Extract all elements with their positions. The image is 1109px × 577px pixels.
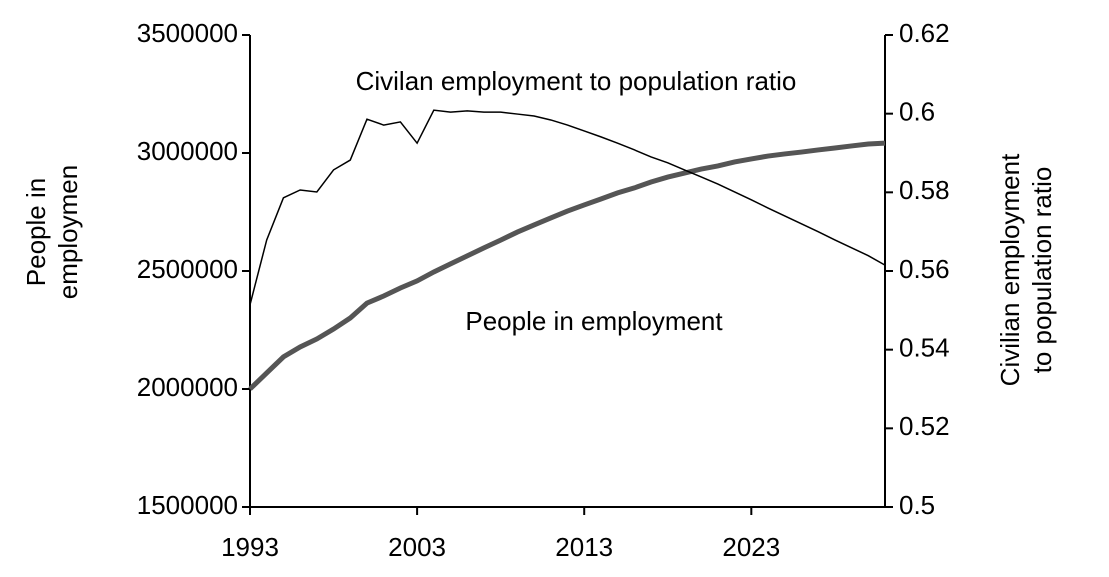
x-tick-label: 2013: [555, 532, 613, 562]
y2-tick-label: 0.58: [899, 175, 950, 205]
y2-tick-label: 0.6: [899, 97, 935, 127]
y2-axis-label: Civilian employment: [995, 153, 1025, 386]
series-line: [249, 109, 886, 306]
series-label: Civilan employment to population ratio: [356, 66, 797, 96]
y2-axis-label: to population ratio: [1027, 167, 1057, 374]
y2-tick-label: 0.52: [899, 411, 950, 441]
y2-tick-label: 0.5: [899, 490, 935, 520]
y-tick-label: 2500000: [137, 254, 238, 284]
y-axis-label: People in: [21, 178, 51, 286]
y-tick-label: 3500000: [137, 18, 238, 48]
x-tick-label: 2023: [722, 532, 780, 562]
x-tick-label: 2003: [388, 532, 446, 562]
y-axis-label: employmen: [53, 165, 83, 299]
y-tick-label: 3000000: [137, 136, 238, 166]
x-tick-label: 1993: [221, 532, 279, 562]
series-label: People in employment: [465, 306, 723, 336]
y2-tick-label: 0.56: [899, 254, 950, 284]
y-tick-label: 1500000: [137, 490, 238, 520]
series-line: [248, 140, 886, 391]
y2-tick-label: 0.54: [899, 333, 950, 363]
y2-tick-label: 0.62: [899, 18, 950, 48]
y-tick-label: 2000000: [137, 372, 238, 402]
